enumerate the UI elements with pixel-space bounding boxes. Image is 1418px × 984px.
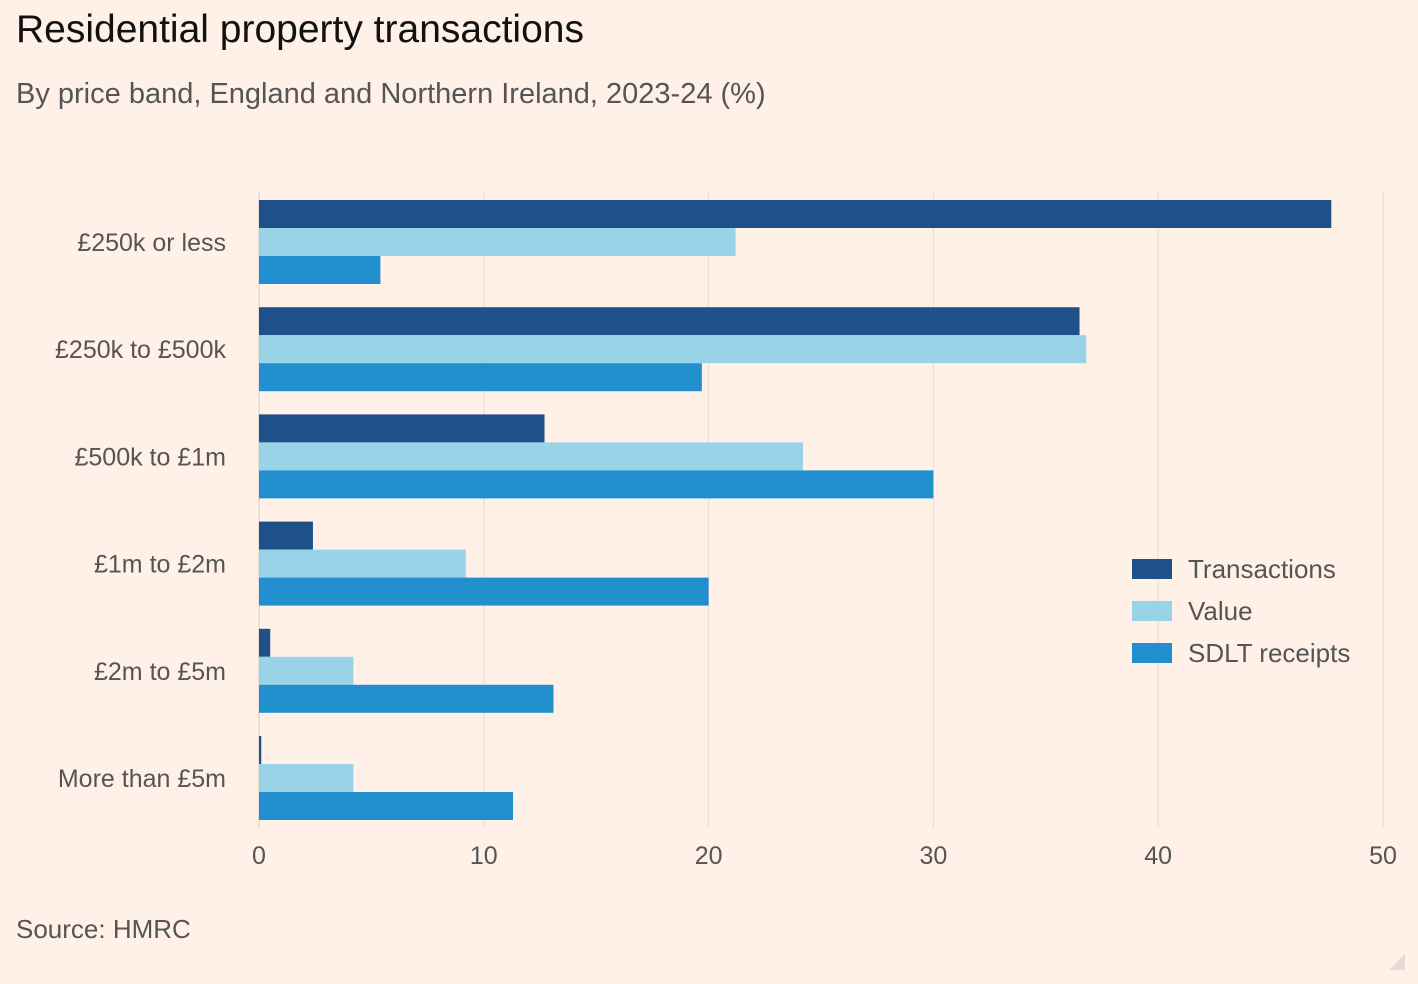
bar-transactions — [259, 521, 313, 550]
bar-sdlt-receipts — [259, 792, 514, 820]
legend-label: SDLT receipts — [1188, 638, 1350, 668]
bar-transactions — [259, 414, 545, 443]
x-tick-label: 10 — [470, 842, 498, 870]
chart-subtitle: By price band, England and Northern Irel… — [16, 78, 766, 110]
y-tick-label: More than £5m — [58, 765, 226, 793]
y-tick-label: £250k to £500k — [55, 336, 226, 364]
source-note: Source: HMRC — [16, 914, 191, 944]
x-tick-label: 50 — [1369, 842, 1397, 870]
axes: 0 10 20 30 40 50 £250k or less £250k to £500k £5… — [55, 229, 1397, 870]
y-tick-label: £250k or less — [77, 229, 226, 257]
corner-mark — [1389, 954, 1405, 970]
y-tick-label: £2m to £5m — [94, 658, 226, 686]
x-tick-label: 30 — [919, 842, 947, 870]
legend-swatch — [1132, 559, 1172, 579]
bar-sdlt-receipts — [259, 470, 934, 499]
bar-sdlt-receipts — [259, 256, 381, 284]
bar-transactions — [259, 628, 271, 657]
bar-value — [259, 549, 466, 578]
bar-transactions — [259, 307, 1080, 336]
y-tick-label: £1m to £2m — [94, 551, 226, 579]
gridlines — [258, 192, 1384, 828]
bar-value — [259, 335, 1087, 364]
chart-title: Residential property transactions — [16, 8, 584, 51]
bar-sdlt-receipts — [259, 577, 709, 606]
bars — [259, 200, 1332, 820]
x-tick-label: 40 — [1144, 842, 1172, 870]
bar-value — [259, 228, 736, 256]
bar-value — [259, 442, 804, 471]
legend-swatch — [1132, 601, 1172, 621]
bar-transactions — [259, 736, 262, 764]
legend: Transactions Value SDLT receipts — [1132, 554, 1405, 970]
y-tick-label: £500k to £1m — [75, 443, 227, 471]
bar-transactions — [259, 200, 1332, 228]
bar-value — [259, 656, 354, 685]
bar-sdlt-receipts — [259, 363, 702, 392]
bar-value — [259, 764, 354, 792]
legend-swatch — [1132, 643, 1172, 663]
x-tick-label: 0 — [252, 842, 266, 870]
bar-sdlt-receipts — [259, 684, 554, 713]
legend-label: Value — [1188, 596, 1253, 626]
legend-label: Transactions — [1188, 554, 1336, 584]
x-tick-label: 20 — [695, 842, 723, 870]
